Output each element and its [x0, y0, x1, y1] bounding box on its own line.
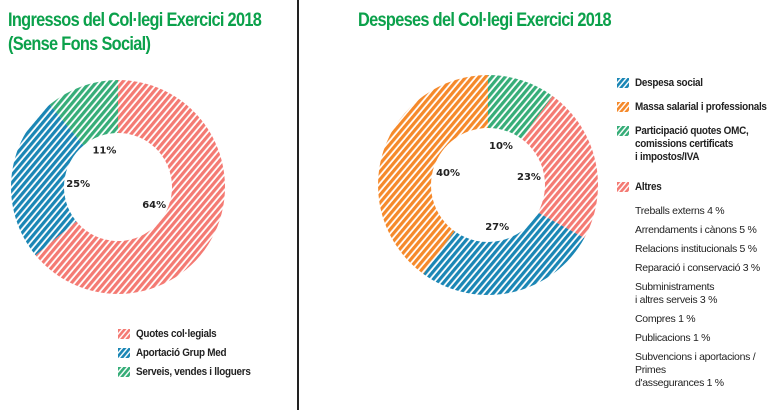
altres-breakdown-item: Treballs externs 4 %: [635, 205, 725, 217]
divider: [297, 0, 299, 410]
altres-breakdown-item: Subministraments i altres serveis 3 %: [635, 281, 718, 306]
legend-label: Altres: [635, 181, 662, 193]
slice-massa-salarial-i-professionals: [378, 75, 488, 274]
income-legend: Quotes col·legials Aportació Grup Med Serv…: [118, 328, 263, 385]
legend-item: Altres: [617, 181, 783, 194]
legend-item: Participació quotes OMC, comissions cert…: [617, 125, 783, 164]
legend-label: Participació quotes OMC, comissions cert…: [635, 125, 749, 163]
slice-aportaci-grup-med: [10, 104, 84, 256]
slice-label-participaci-quotes-omc-comissi: 10%: [489, 141, 513, 152]
legend-label: Massa salarial i professionals: [635, 101, 767, 113]
income-title: Ingressos del Col·legi Exercici 2018 (Se…: [8, 9, 262, 57]
legend-label: Serveis, vendes i lloguers: [136, 366, 251, 378]
legend-swatch-icon: [118, 329, 130, 339]
altres-breakdown-item: Reparació i conservació 3 %: [635, 262, 760, 274]
expenses-legend: Despesa social Massa salarial i professio…: [617, 77, 783, 396]
legend-label: Aportació Grup Med: [136, 347, 227, 359]
legend-item: Massa salarial i professionals: [617, 101, 783, 114]
altres-breakdown-item: Relacions institucionals 5 %: [635, 243, 757, 255]
income-subtitle: (Sense Fons Social): [8, 34, 151, 55]
legend-swatch-icon: [118, 348, 130, 358]
legend-item: Aportació Grup Med: [118, 347, 263, 360]
legend-swatch-icon: [617, 102, 629, 112]
slice-label-quotes-col-legials: 64%: [142, 200, 166, 211]
slice-label-altres: 23%: [517, 172, 541, 183]
legend-swatch-icon: [617, 126, 629, 136]
legend-swatch-icon: [118, 367, 130, 377]
expenses-donut: 10% 23% 27% 40%: [378, 75, 598, 295]
slice-label-massa-salarial-i-professionals: 40%: [436, 168, 460, 179]
legend-item: Serveis, vendes i lloguers: [118, 366, 263, 379]
income-title-line: Ingressos del Col·legi Exercici 2018: [8, 10, 262, 31]
income-donut: 64% 25% 11%: [10, 80, 225, 294]
legend-swatch-icon: [617, 182, 629, 192]
altres-breakdown-item: Publicacions 1 %: [635, 332, 711, 344]
slice-label-serveis-vendes-i-lloguers: 11%: [92, 145, 116, 156]
slice-serveis-vendes-i-lloguers: [49, 80, 118, 146]
slice-participaci-quotes-omc-comissi: [488, 75, 553, 139]
slice-despesa-social: [423, 212, 585, 295]
expenses-title: Despeses del Col·legi Exercici 2018: [358, 9, 612, 33]
slice-label-despesa-social: 27%: [485, 222, 509, 233]
legend-label: Quotes col·legials: [136, 328, 217, 340]
altres-breakdown-item: Compres 1 %: [635, 313, 696, 325]
slice-altres: [521, 96, 598, 238]
slice-label-aportaci-grup-med: 25%: [66, 179, 90, 190]
legend-item: Quotes col·legials: [118, 328, 263, 341]
altres-breakdown-item: Subvencions i aportacions / Primes d'ass…: [635, 351, 756, 389]
altres-breakdown-item: Arrendaments i cànons 5 %: [635, 224, 757, 236]
slice-quotes-col-legials: [35, 80, 225, 294]
expenses-title-line: Despeses del Col·legi Exercici 2018: [358, 10, 612, 31]
legend-swatch-icon: [617, 78, 629, 88]
legend-item: Despesa social: [617, 77, 783, 90]
legend-label: Despesa social: [635, 77, 703, 89]
